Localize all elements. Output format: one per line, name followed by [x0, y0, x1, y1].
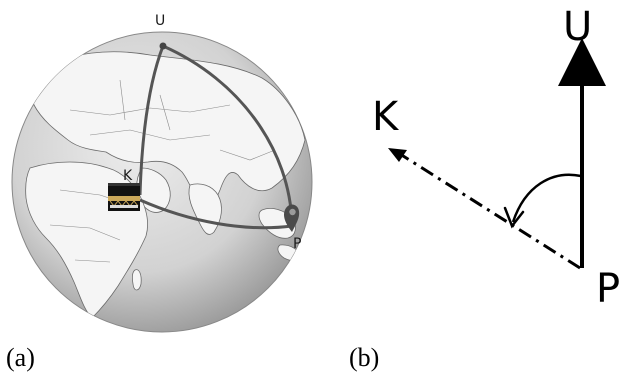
land-madagascar — [132, 269, 142, 291]
land-eurasia — [31, 51, 306, 209]
path-north-to-observer — [162, 44, 294, 225]
panel-a-globe: U K P — [11, 13, 313, 333]
path-kaaba-to-observer — [139, 198, 293, 230]
path-north-to-kaaba — [138, 45, 165, 196]
north-label: U — [155, 13, 165, 29]
observer-label: P — [293, 236, 301, 252]
observer-label-b: P — [596, 266, 620, 312]
north-label-b: U — [563, 4, 592, 50]
angle-arc-arrowhead — [503, 206, 525, 229]
panel-b-caption: (b) — [349, 343, 379, 372]
angle-arc — [511, 173, 582, 223]
map-pin-icon — [284, 204, 300, 232]
qibla-arrow-head — [388, 148, 407, 162]
panel-b-diagram: U K P — [372, 4, 620, 312]
qibla-direction-line — [399, 152, 581, 270]
country-borders — [49, 79, 276, 263]
kaaba-label-b: K — [372, 94, 400, 140]
north-pole-marker — [159, 42, 167, 50]
kaaba-label: K — [123, 168, 133, 184]
panel-a-caption: (a) — [6, 343, 35, 372]
kaaba-icon — [108, 183, 140, 211]
